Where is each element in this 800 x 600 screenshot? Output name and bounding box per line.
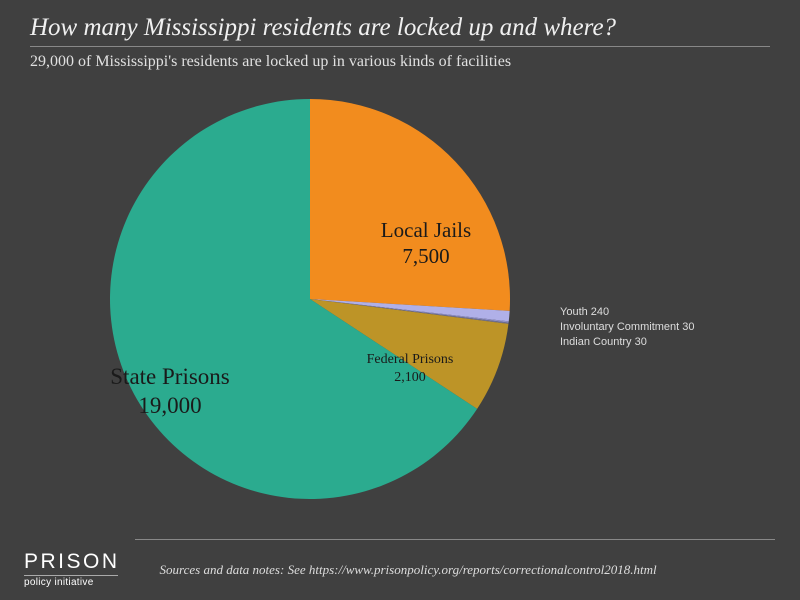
page-subtitle: 29,000 of Mississippi's residents are lo…: [0, 53, 800, 71]
pie-chart: [100, 89, 510, 499]
logo-divider: [24, 575, 118, 576]
logo-top: PRISON: [24, 552, 120, 572]
side-label-line: Involuntary Commitment 30: [560, 320, 695, 335]
slice-label: Federal Prisons2,100: [367, 351, 454, 386]
side-labels: Youth 240Involuntary Commitment 30Indian…: [560, 305, 695, 350]
logo: PRISON policy initiative: [24, 552, 120, 587]
pie-chart-area: Local Jails7,500 Federal Prisons2,100 Stat…: [0, 81, 800, 511]
logo-bottom: policy initiative: [24, 578, 120, 588]
footer: PRISON policy initiative Sources and dat…: [0, 540, 800, 600]
slice-label: Local Jails7,500: [381, 217, 471, 270]
source-text: Sources and data notes: See https://www.…: [160, 562, 657, 578]
page-title: How many Mississippi residents are locke…: [0, 0, 800, 46]
side-label-line: Indian Country 30: [560, 335, 695, 350]
title-underline: [30, 46, 770, 47]
pie-slice: [310, 99, 510, 311]
side-label-line: Youth 240: [560, 305, 695, 320]
footer-divider: [135, 539, 775, 540]
slice-label: State Prisons19,000: [110, 363, 229, 421]
